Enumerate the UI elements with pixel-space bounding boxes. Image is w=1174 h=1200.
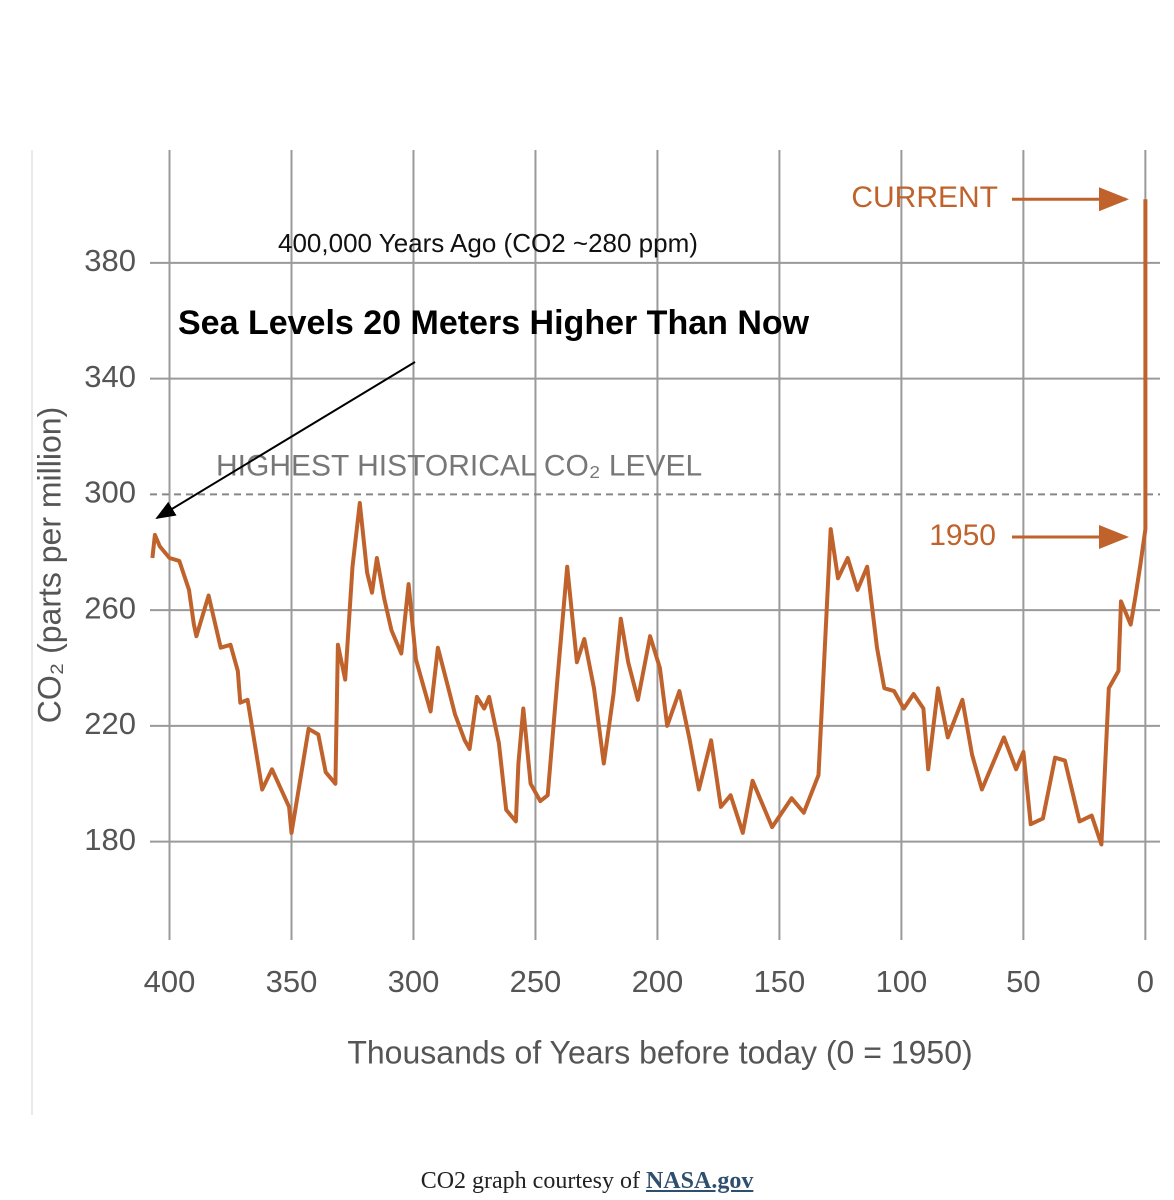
y-tick-label: 260 bbox=[84, 590, 136, 625]
x-tick-label: 50 bbox=[1006, 964, 1040, 999]
x-tick-label: 300 bbox=[388, 964, 440, 999]
x-tick-label: 200 bbox=[632, 964, 684, 999]
x-tick-label: 400 bbox=[144, 964, 196, 999]
annotation: 400,000 Years Ago (CO2 ~280 ppm) bbox=[278, 228, 698, 258]
x-tick-label: 100 bbox=[876, 964, 928, 999]
y-tick-label: 340 bbox=[84, 359, 136, 394]
x-tick-label: 350 bbox=[266, 964, 318, 999]
x-tick-label: 0 bbox=[1137, 964, 1154, 999]
annotation: 1950 bbox=[929, 519, 996, 552]
caption: CO2 graph courtesy of NASA.gov bbox=[0, 1168, 1174, 1195]
annotation-arrow bbox=[155, 361, 416, 520]
reference-label: HIGHEST HISTORICAL CO₂ LEVEL bbox=[216, 449, 702, 482]
caption-link[interactable]: NASA.gov bbox=[645, 1168, 754, 1194]
x-tick-label: 250 bbox=[510, 964, 562, 999]
y-tick-label: 300 bbox=[84, 475, 136, 510]
chart: 400 350 300 250 200 150 100 50 0 180 220 260 300 340 3… bbox=[31, 150, 1160, 1115]
annotation: CURRENT bbox=[851, 181, 998, 214]
x-tick-label: 150 bbox=[754, 964, 806, 999]
y-tick-label: 220 bbox=[84, 706, 136, 741]
data-line bbox=[150, 199, 1148, 847]
annotation: Sea Levels 20 Meters Higher Than Now bbox=[178, 304, 810, 342]
y-axis-title: CO₂ (parts per million) bbox=[31, 407, 67, 723]
caption-text: CO2 graph courtesy of bbox=[420, 1168, 640, 1194]
y-tick-label: 380 bbox=[84, 243, 136, 278]
y-tick-label: 180 bbox=[84, 822, 136, 857]
x-axis-title: Thousands of Years before today (0 = 195… bbox=[347, 1034, 972, 1070]
